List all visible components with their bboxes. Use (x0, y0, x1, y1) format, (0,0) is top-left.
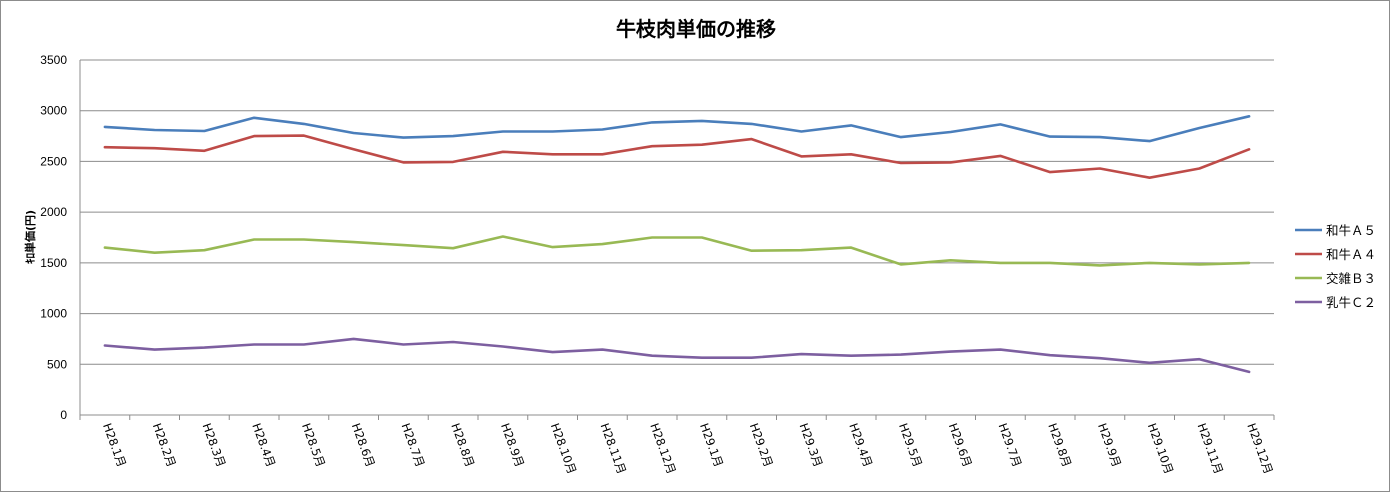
x-tick-label: H28.2月 (150, 421, 179, 469)
series-line-4 (105, 339, 1249, 372)
x-axis: H28.1月 H28.2月 H28.3月 H28.4月 H28.5月 H28.6月 H28.… (80, 415, 1276, 476)
x-tick-label: H29.5月 (896, 421, 925, 469)
x-tick-label: H29.7月 (996, 421, 1025, 469)
y-tick-label: 3000 (40, 104, 67, 118)
x-tick-label: H28.6月 (349, 421, 378, 469)
x-tick-label: H29.10月 (1145, 421, 1176, 476)
chart-title: 牛枝肉単価の推移 (616, 17, 776, 41)
x-tick-label: H29.1月 (697, 421, 726, 469)
legend-label: 交雑Ｂ３ (1326, 271, 1376, 286)
x-tick-label: H29.6月 (946, 421, 975, 469)
x-tick-label: H29.8月 (1045, 421, 1074, 469)
y-tick-label: 500 (47, 357, 67, 371)
series-line-2 (105, 136, 1249, 178)
y-tick-label: 2500 (40, 154, 67, 168)
y-axis-label: ｷﾛ単価(円) (23, 210, 37, 264)
x-tick-label: H29.11月 (1195, 421, 1226, 476)
y-tick-label: 2000 (40, 205, 67, 219)
y-tick-label: 0 (60, 408, 67, 422)
y-tick-label: 1000 (40, 307, 67, 321)
series-line-3 (105, 237, 1249, 266)
legend-label: 和牛Ａ４ (1326, 247, 1376, 262)
legend: 和牛Ａ５ 和牛Ａ４ 交雑Ｂ３ 乳牛Ｃ２ (1295, 223, 1376, 310)
x-tick-label: H28.10月 (548, 421, 579, 476)
y-tick-label: 1500 (40, 256, 67, 270)
legend-label: 和牛Ａ５ (1326, 223, 1376, 238)
legend-label: 乳牛Ｃ２ (1326, 295, 1376, 310)
x-tick-label: H29.3月 (797, 421, 826, 469)
x-tick-label: H29.2月 (747, 421, 776, 469)
x-tick-label: H28.7月 (399, 421, 428, 469)
x-tick-label: H28.11月 (598, 421, 629, 476)
x-tick-label: H29.4月 (846, 421, 875, 469)
x-tick-label: H28.5月 (299, 421, 328, 469)
x-tick-label: H28.3月 (200, 421, 229, 469)
x-tick-label: H28.12月 (647, 421, 678, 476)
y-axis: 0 500 1000 1500 2000 2500 3000 3500 (40, 53, 80, 422)
x-tick-label: H28.8月 (448, 421, 477, 469)
x-tick-label: H28.9月 (498, 421, 527, 469)
series-lines (105, 116, 1249, 372)
x-tick-label: H29.9月 (1095, 421, 1124, 469)
x-tick-label: H29.12月 (1244, 421, 1275, 476)
x-tick-label: H28.1月 (100, 421, 129, 469)
y-tick-label: 3500 (40, 53, 67, 67)
x-tick-label: H28.4月 (249, 421, 278, 469)
series-line-1 (105, 116, 1249, 141)
